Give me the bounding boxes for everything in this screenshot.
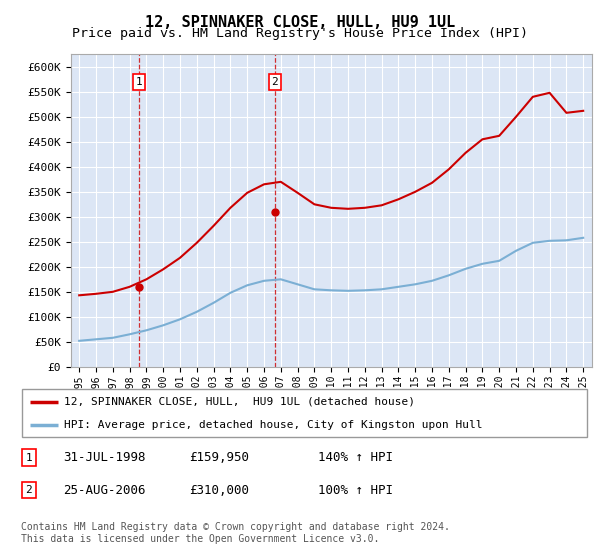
Text: 12, SPINNAKER CLOSE, HULL, HU9 1UL: 12, SPINNAKER CLOSE, HULL, HU9 1UL [145,15,455,30]
Text: £159,950: £159,950 [189,451,249,464]
Text: 140% ↑ HPI: 140% ↑ HPI [318,451,393,464]
Text: HPI: Average price, detached house, City of Kingston upon Hull: HPI: Average price, detached house, City… [64,421,482,430]
Text: 12, SPINNAKER CLOSE, HULL,  HU9 1UL (detached house): 12, SPINNAKER CLOSE, HULL, HU9 1UL (deta… [64,396,415,407]
Text: 1: 1 [136,77,143,87]
Text: 2: 2 [272,77,278,87]
FancyBboxPatch shape [22,389,587,437]
Text: 1: 1 [25,452,32,463]
Text: 100% ↑ HPI: 100% ↑ HPI [318,483,393,497]
Text: Price paid vs. HM Land Registry's House Price Index (HPI): Price paid vs. HM Land Registry's House … [72,27,528,40]
Text: 2: 2 [25,485,32,495]
Text: 31-JUL-1998: 31-JUL-1998 [63,451,146,464]
Text: 25-AUG-2006: 25-AUG-2006 [63,483,146,497]
Text: Contains HM Land Registry data © Crown copyright and database right 2024.
This d: Contains HM Land Registry data © Crown c… [21,522,450,544]
Text: £310,000: £310,000 [189,483,249,497]
